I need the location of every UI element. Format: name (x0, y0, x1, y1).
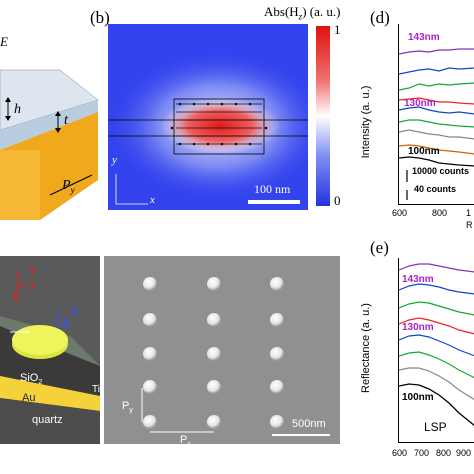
e-xtick-800: 800 (436, 448, 452, 458)
panel-label-d: (d) (370, 8, 390, 27)
colorbar (316, 26, 330, 206)
d-xtick-800: 800 (432, 208, 448, 218)
d-label-100: 100nm (408, 146, 440, 157)
panel-label-e: (e) (370, 238, 389, 257)
e-xtick-600: 600 (392, 448, 408, 458)
dim-h-label: h (14, 102, 21, 117)
field-map (108, 24, 308, 210)
field-scale-bar-label: 100 nm (254, 182, 291, 196)
panel-label-b: (b) (90, 8, 110, 27)
d-label-130: 130nm (404, 98, 436, 109)
d-scale-note-2: 40 counts (414, 184, 457, 194)
panel-a-slab (0, 0, 100, 225)
d-label-143: 143nm (408, 32, 440, 43)
c-axis-y: y (30, 262, 36, 276)
c-layer-au: Au (22, 392, 36, 404)
c-layer-sio2: SiO2 (20, 372, 43, 387)
dim-py-label: Py (62, 178, 75, 195)
e-xtick-900: 900 (456, 448, 472, 458)
e-label-143: 143nm (402, 274, 434, 285)
d-xtick-1: 1 (466, 208, 472, 218)
e-xtick-700: 700 (414, 448, 430, 458)
d-xtick-600: 600 (392, 208, 408, 218)
intensity-ylabel: Intensity (a. u.) (360, 85, 372, 159)
colorbar-title: Abs(Hz) (a. u.) (264, 4, 341, 22)
c-axis-x: x (30, 278, 36, 292)
e-annotation-lsp: LSP (424, 420, 447, 434)
c-axis-z: z (14, 290, 20, 304)
colorbar-min: 0 (334, 193, 341, 208)
d-scale-note-1: 10000 counts (412, 166, 470, 176)
c-axis-k: k (64, 316, 70, 328)
sem-px-label: Px (180, 434, 191, 449)
e-label-130: 130nm (402, 322, 434, 333)
reflectance-plot (398, 258, 474, 443)
c-axis-E: E (72, 306, 80, 318)
dim-t-label: t (64, 113, 68, 128)
sem-scale-bar-label: 500nm (292, 418, 326, 430)
edge-letter: E (0, 34, 8, 49)
d-xlabel-partial: R (466, 220, 473, 230)
field-axis-x: x (150, 194, 155, 206)
intensity-plot (398, 24, 474, 205)
reflectance-ylabel: Reflectance (a. u.) (360, 303, 372, 393)
c-layer-quartz: quartz (32, 414, 63, 426)
colorbar-max: 1 (334, 22, 341, 37)
c-layer-ti: Ti (92, 384, 100, 395)
e-label-100: 100nm (402, 392, 434, 403)
sem-image (104, 256, 340, 444)
field-axis-y: y (112, 154, 117, 166)
sem-py-label: Py (122, 400, 133, 415)
disk-schematic (0, 256, 100, 444)
